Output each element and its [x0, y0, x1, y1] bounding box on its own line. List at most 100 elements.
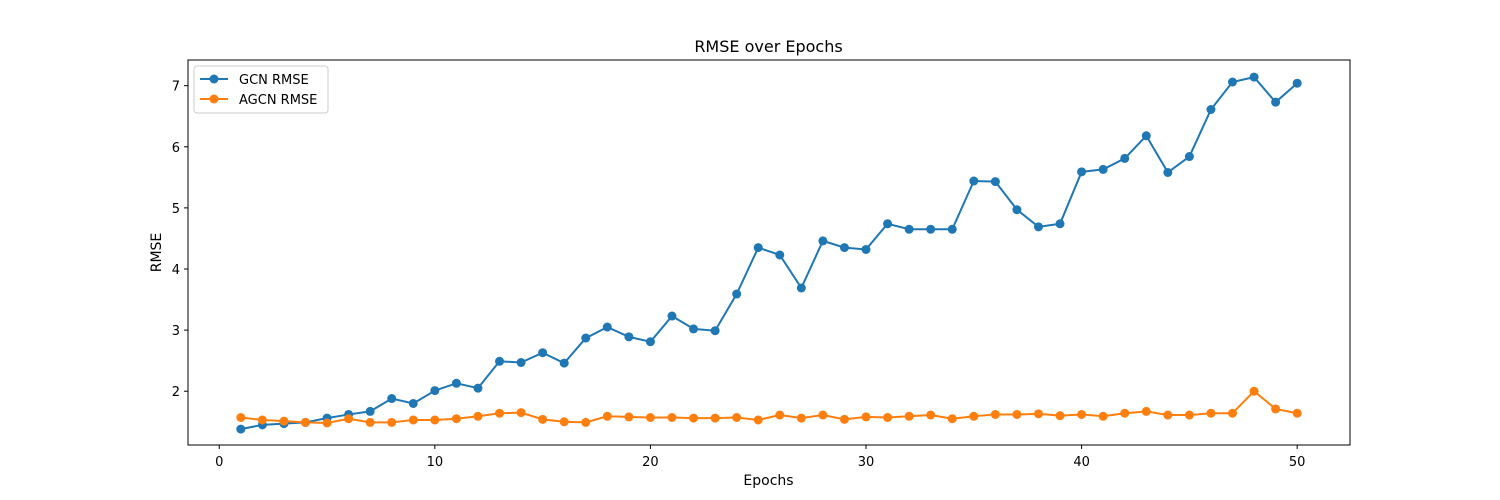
x-tick-label: 30	[858, 455, 875, 470]
x-tick-label: 10	[427, 455, 444, 470]
plot-frame	[187, 59, 1351, 446]
gcn-rmse-point	[990, 177, 1000, 187]
y-axis-label: RMSE	[149, 233, 165, 273]
gcn-rmse-point	[796, 283, 806, 293]
y-tick-label: 5	[172, 202, 180, 217]
gcn-rmse-point	[1271, 97, 1281, 107]
agcn-rmse-point	[1098, 411, 1108, 421]
agcn-rmse-point	[624, 412, 634, 422]
x-axis: 0 10 20 30 40 50	[215, 445, 1305, 470]
gcn-rmse-point	[839, 243, 849, 253]
gcn-rmse-point	[495, 356, 505, 366]
gcn-rmse-point	[1120, 153, 1130, 163]
x-tick-label: 50	[1289, 455, 1306, 470]
y-tick-label: 7	[172, 80, 180, 95]
agcn-rmse-point	[645, 413, 655, 422]
gcn-rmse-point	[667, 311, 677, 321]
agcn-rmse-point	[430, 415, 440, 425]
gcn-rmse-point	[645, 337, 655, 347]
agcn-rmse-point	[990, 409, 1000, 419]
agcn-rmse-point	[473, 411, 483, 421]
agcn-rmse-point	[581, 417, 591, 427]
agcn-rmse-point	[753, 415, 763, 425]
gcn-rmse-point	[430, 386, 440, 396]
agcn-rmse-point	[818, 410, 828, 420]
agcn-rmse-point	[1271, 404, 1281, 414]
agcn-rmse-point	[796, 413, 806, 423]
gcn-rmse-point	[969, 176, 979, 186]
agcn-rmse-line	[240, 389, 1298, 425]
gcn-rmse-point	[1249, 72, 1259, 82]
agcn-rmse-point	[236, 413, 246, 422]
agcn-rmse-point	[559, 417, 569, 427]
gcn-rmse-point	[1163, 167, 1173, 177]
y-tick-label: 2	[172, 385, 180, 400]
agcn-rmse-point	[1228, 408, 1238, 418]
legend-gcn-rmse-label: GCN RMSE	[239, 73, 309, 88]
legend-gcn-rmse-marker	[209, 74, 219, 84]
agcn-rmse-point	[602, 411, 612, 421]
y-tick-label: 6	[172, 141, 180, 156]
agcn-rmse-point	[1163, 410, 1173, 420]
gcn-rmse-point	[861, 244, 871, 254]
gcn-rmse-point	[775, 250, 785, 260]
legend: GCN RMSE AGCN RMSE	[193, 65, 329, 114]
agcn-rmse-point	[1141, 406, 1151, 416]
gcn-rmse-point	[1206, 105, 1216, 114]
gcn-rmse-point	[1141, 131, 1151, 141]
y-tick-label: 4	[172, 263, 180, 278]
gcn-rmse-point	[236, 424, 246, 434]
agcn-rmse-point	[322, 418, 332, 428]
agcn-rmse-point	[969, 411, 979, 421]
agcn-rmse-point	[1292, 408, 1302, 418]
agcn-rmse-point	[883, 413, 893, 422]
agcn-rmse-point	[710, 413, 720, 423]
legend-box	[193, 65, 329, 114]
agcn-rmse-point	[667, 413, 677, 422]
agcn-rmse-point	[516, 408, 526, 418]
agcn-rmse-point	[344, 414, 354, 424]
x-axis-label: Epochs	[743, 473, 793, 489]
agcn-rmse-point	[495, 408, 505, 418]
gcn-rmse-point	[1184, 152, 1194, 162]
gcn-rmse-point	[581, 333, 591, 343]
gcn-rmse-point	[1012, 205, 1022, 215]
x-tick-label: 20	[642, 455, 659, 470]
gcn-rmse-point	[538, 348, 548, 358]
agcn-rmse-point	[689, 413, 699, 423]
gcn-rmse-point	[516, 358, 526, 367]
agcn-rmse-point	[300, 417, 310, 427]
gcn-rmse-point	[926, 224, 936, 234]
gcn-rmse-point	[1228, 77, 1238, 87]
gcn-rmse-point	[732, 289, 742, 299]
gcn-rmse-point	[1077, 167, 1087, 177]
agcn-rmse-point	[947, 414, 957, 424]
y-axis: 2 3 4 5 6 7	[172, 80, 188, 400]
gcn-rmse-point	[947, 224, 957, 234]
gcn-rmse-point	[451, 378, 461, 388]
x-tick-label: 40	[1073, 455, 1090, 470]
y-tick-label: 3	[172, 324, 180, 339]
gcn-rmse-point	[559, 358, 569, 368]
gcn-rmse-point	[689, 324, 699, 334]
agcn-rmse-point	[1206, 408, 1216, 418]
gcn-rmse-point	[818, 236, 828, 246]
gcn-rmse-point	[602, 322, 612, 332]
agcn-rmse-point	[257, 415, 267, 425]
agcn-rmse-point	[365, 417, 375, 427]
gcn-rmse-point	[408, 398, 418, 408]
legend-agcn-rmse-label: AGCN RMSE	[239, 93, 317, 108]
agcn-rmse-point	[451, 414, 461, 424]
agcn-rmse-point	[904, 411, 914, 421]
gcn-rmse-point	[710, 326, 720, 336]
agcn-rmse-point	[279, 416, 289, 426]
agcn-rmse-point	[926, 410, 936, 420]
legend-agcn-rmse-marker	[209, 94, 219, 104]
agcn-rmse-point	[1184, 410, 1194, 420]
gcn-rmse-point	[753, 243, 763, 253]
gcn-rmse-point	[904, 224, 914, 234]
agcn-rmse-point	[839, 414, 849, 424]
agcn-rmse-point	[538, 414, 548, 424]
chart-title: RMSE over Epochs	[694, 37, 842, 56]
